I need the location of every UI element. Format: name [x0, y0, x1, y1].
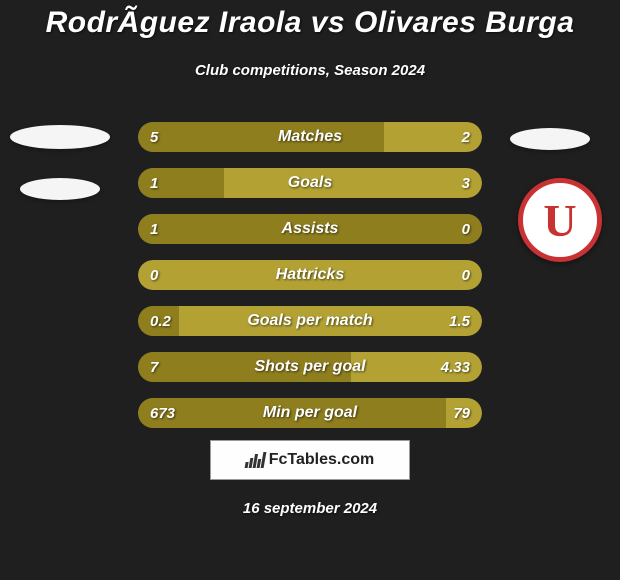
stat-label: Hattricks — [138, 260, 482, 290]
ellipse-icon — [20, 178, 100, 200]
fctables-logo-icon — [244, 452, 266, 468]
stat-label: Shots per goal — [138, 352, 482, 382]
page-subtitle: Club competitions, Season 2024 — [0, 62, 620, 79]
footer-date: 16 september 2024 — [0, 500, 620, 517]
stat-value-right: 0 — [462, 260, 470, 290]
stat-row: Goals1 3 — [138, 168, 482, 198]
stat-label: Matches — [138, 122, 482, 152]
stat-value-right: 1.5 — [449, 306, 470, 336]
stat-value-left: 0 — [150, 260, 158, 290]
stat-label: Assists — [138, 214, 482, 244]
stat-row: Goals per match0.2 1.5 — [138, 306, 482, 336]
right-team-badge-2: U — [518, 178, 602, 262]
stat-label: Goals — [138, 168, 482, 198]
club-crest-letter: U — [543, 194, 576, 247]
stat-row: Matches5 2 — [138, 122, 482, 152]
stat-value-right: 3 — [462, 168, 470, 198]
stat-value-left: 673 — [150, 398, 175, 428]
club-crest-icon: U — [518, 178, 602, 262]
left-team-badge-1 — [10, 125, 110, 149]
stat-value-left: 1 — [150, 168, 158, 198]
stat-value-left: 5 — [150, 122, 158, 152]
stat-value-left: 7 — [150, 352, 158, 382]
footer-text: FcTables.com — [269, 451, 375, 469]
stat-label: Min per goal — [138, 398, 482, 428]
stat-row: Min per goal673 79 — [138, 398, 482, 428]
stat-value-left: 1 — [150, 214, 158, 244]
stat-label: Goals per match — [138, 306, 482, 336]
left-team-badge-2 — [20, 178, 100, 200]
stat-value-right: 4.33 — [441, 352, 470, 382]
footer-attribution: FcTables.com — [210, 440, 410, 480]
ellipse-icon — [510, 128, 590, 150]
stat-value-right: 79 — [453, 398, 470, 428]
ellipse-icon — [10, 125, 110, 149]
stat-value-right: 2 — [462, 122, 470, 152]
stat-row: Shots per goal7 4.33 — [138, 352, 482, 382]
stats-container: Matches52Goals13Assists10Hattricks00Goal… — [138, 122, 482, 444]
right-team-badge-1 — [510, 128, 590, 150]
stat-value-left: 0.2 — [150, 306, 171, 336]
stat-row: Hattricks0 0 — [138, 260, 482, 290]
page-title: RodrÃ­guez Iraola vs Olivares Burga — [0, 6, 620, 40]
stat-row: Assists1 0 — [138, 214, 482, 244]
stat-value-right: 0 — [462, 214, 470, 244]
